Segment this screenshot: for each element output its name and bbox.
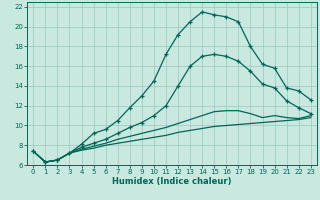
X-axis label: Humidex (Indice chaleur): Humidex (Indice chaleur) bbox=[112, 177, 232, 186]
